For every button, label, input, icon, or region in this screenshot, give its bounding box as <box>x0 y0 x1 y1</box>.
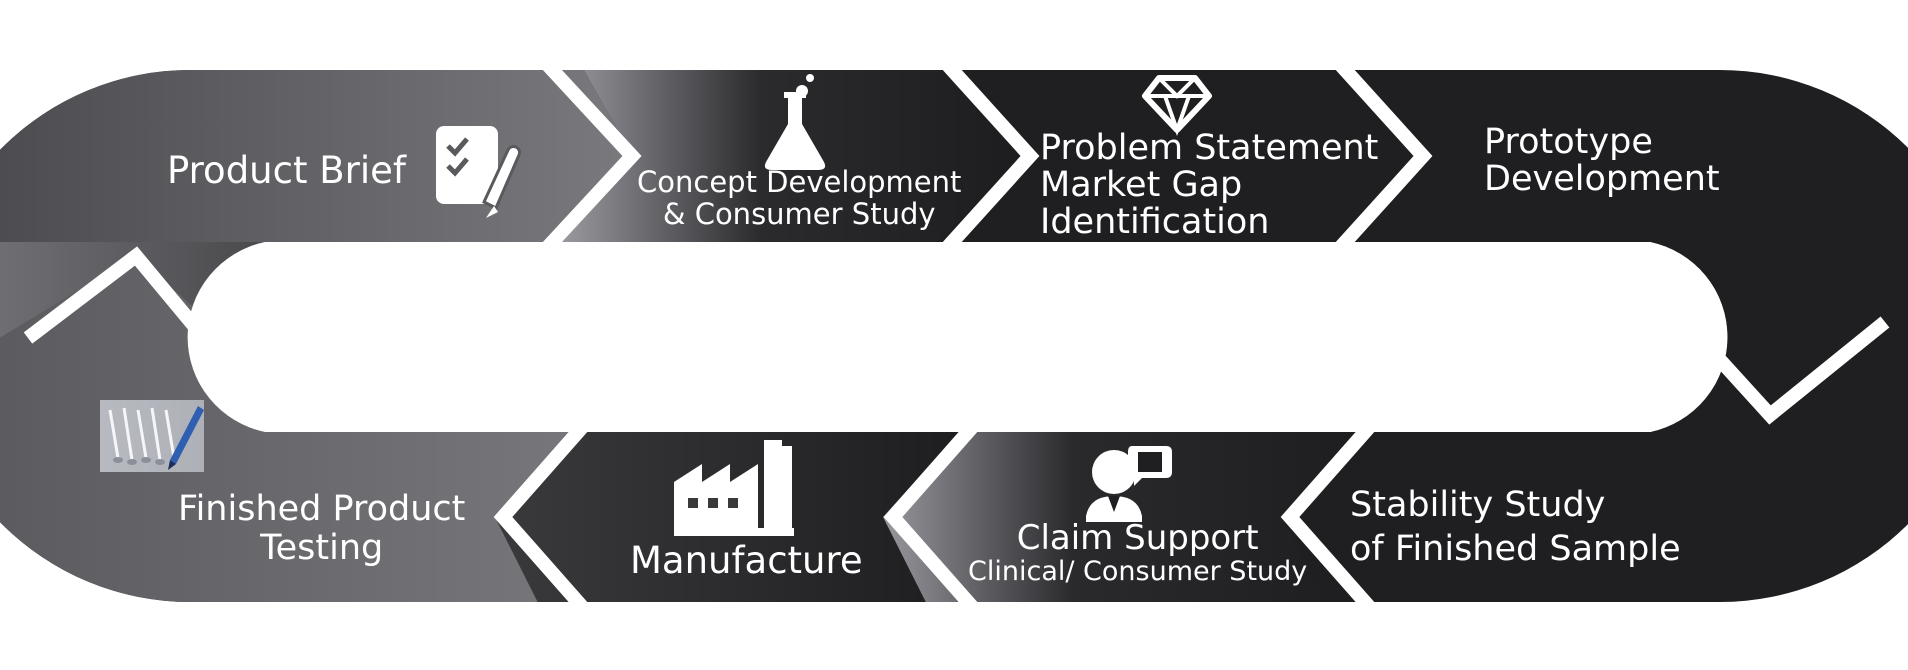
speaker-bubble-icon <box>1086 446 1172 522</box>
step-line: & Consumer Study <box>662 197 936 232</box>
step-line: Identification <box>1040 201 1270 242</box>
step-label-finished-product-testing: Finished Product Testing <box>178 490 465 567</box>
factory-icon <box>674 440 794 536</box>
segment-left-arc <box>0 242 265 370</box>
segment-manufacture <box>495 432 960 602</box>
step-line: Stability Study <box>1350 485 1606 525</box>
test-tubes-photo-icon <box>100 400 204 472</box>
step-label-concept-development: Concept Development & Consumer Study <box>637 166 961 231</box>
ring-center <box>187 242 1728 432</box>
chevron-dividers <box>23 57 1890 615</box>
segment-claim-support <box>883 432 1360 602</box>
diamond-icon <box>1142 75 1212 137</box>
divider-3 <box>1332 57 1433 255</box>
step-line: Claim Support <box>1016 518 1259 558</box>
step-line: Manufacture <box>630 539 863 582</box>
segment-finished-product-testing <box>0 256 572 602</box>
divider-left <box>23 246 216 350</box>
step-label-claim-support: Claim Support Clinical/ Consumer Study <box>968 518 1308 588</box>
step-line: Finished Product <box>178 489 466 529</box>
step-line: Market Gap <box>1040 164 1243 205</box>
divider-right <box>1694 316 1890 425</box>
step-line: Problem Statement <box>1040 128 1379 168</box>
checklist-pen-icon <box>436 126 522 218</box>
step-line: Testing <box>260 527 384 568</box>
step-label-stability-study: Stability Study of Finished Sample <box>1350 484 1681 572</box>
step-label-product-brief: Product Brief <box>167 149 406 192</box>
step-label-prototype-development: Prototype Development <box>1484 122 1720 200</box>
step-line: Clinical/ Consumer Study <box>968 556 1308 588</box>
flask-icon <box>764 74 826 170</box>
step-line: Product Brief <box>167 149 406 192</box>
divider-1 <box>539 57 642 255</box>
step-line: of Finished Sample <box>1350 528 1681 569</box>
divider-4 <box>1280 419 1378 615</box>
segment-product-brief <box>0 70 632 242</box>
step-label-problem-statement: Problem Statement Market Gap Identificat… <box>1040 130 1378 240</box>
divider-6 <box>493 419 591 615</box>
divider-2 <box>939 57 1040 255</box>
step-line: Development <box>1484 159 1720 200</box>
step-label-manufacture: Manufacture <box>630 539 863 582</box>
step-line: Prototype <box>1484 122 1653 162</box>
segment-concept-development <box>545 70 1025 242</box>
step-line: Concept Development <box>637 165 962 199</box>
divider-5 <box>883 419 981 615</box>
